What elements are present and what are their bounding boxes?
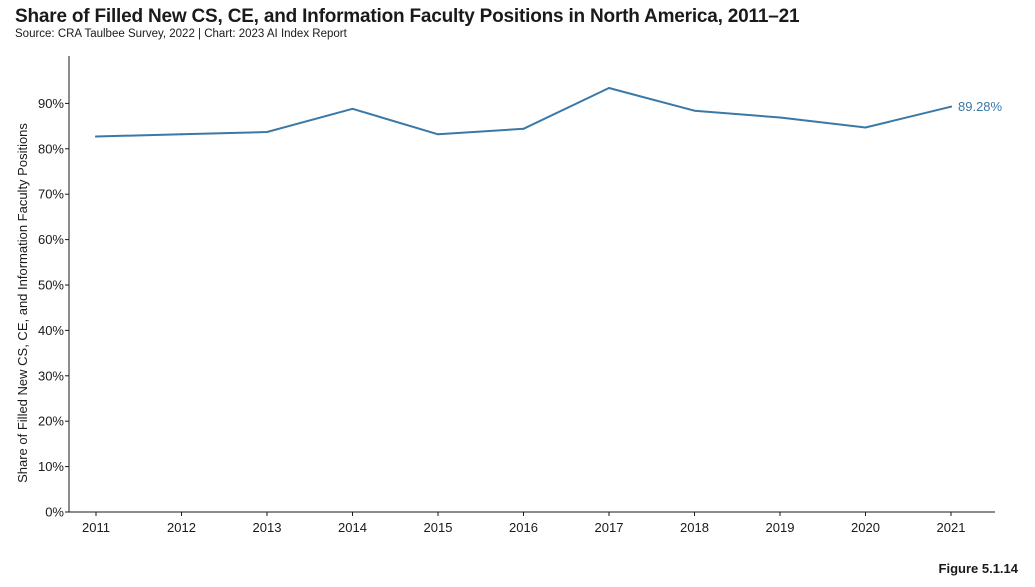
y-tick-label: 30% bbox=[38, 368, 64, 383]
y-tick-label: 60% bbox=[38, 232, 64, 247]
data-point bbox=[950, 105, 952, 108]
y-tick-label: 10% bbox=[38, 459, 64, 474]
data-point bbox=[693, 109, 696, 112]
data-point bbox=[437, 133, 439, 136]
chart-source: Source: CRA Taulbee Survey, 2022 | Chart… bbox=[15, 28, 347, 40]
data-point bbox=[522, 127, 525, 130]
x-tick-label: 2015 bbox=[424, 520, 453, 535]
y-tick-label: 50% bbox=[38, 278, 64, 293]
end-value-label: 89.28% bbox=[958, 99, 1003, 114]
x-tick-label: 2011 bbox=[82, 520, 110, 535]
y-tick-label: 70% bbox=[38, 187, 64, 202]
y-tick-label: 80% bbox=[38, 141, 64, 156]
y-tick-label: 20% bbox=[38, 414, 64, 429]
x-tick-label: 2013 bbox=[253, 520, 282, 535]
x-tick-label: 2012 bbox=[167, 520, 196, 535]
chart-title: Share of Filled New CS, CE, and Informat… bbox=[15, 6, 800, 27]
y-tick-label: 0% bbox=[45, 505, 64, 520]
data-point bbox=[779, 116, 781, 119]
y-tick-label: 90% bbox=[38, 96, 64, 111]
figure-label: Figure 5.1.14 bbox=[938, 561, 1018, 576]
y-axis-title: Share of Filled New CS, CE, and Informat… bbox=[15, 123, 30, 483]
x-tick-label: 2018 bbox=[680, 520, 709, 535]
y-tick-label: 40% bbox=[38, 323, 64, 338]
x-tick-label: 2020 bbox=[851, 520, 880, 535]
data-point bbox=[266, 131, 268, 134]
x-tick-label: 2014 bbox=[338, 520, 367, 535]
x-tick-label: 2021 bbox=[937, 520, 966, 535]
data-point bbox=[608, 86, 610, 89]
data-point bbox=[864, 126, 867, 129]
data-point bbox=[351, 107, 354, 110]
x-tick-label: 2019 bbox=[766, 520, 795, 535]
x-tick-label: 2016 bbox=[509, 520, 538, 535]
data-point bbox=[180, 133, 183, 136]
data-point bbox=[95, 135, 97, 138]
x-tick-label: 2017 bbox=[595, 520, 624, 535]
